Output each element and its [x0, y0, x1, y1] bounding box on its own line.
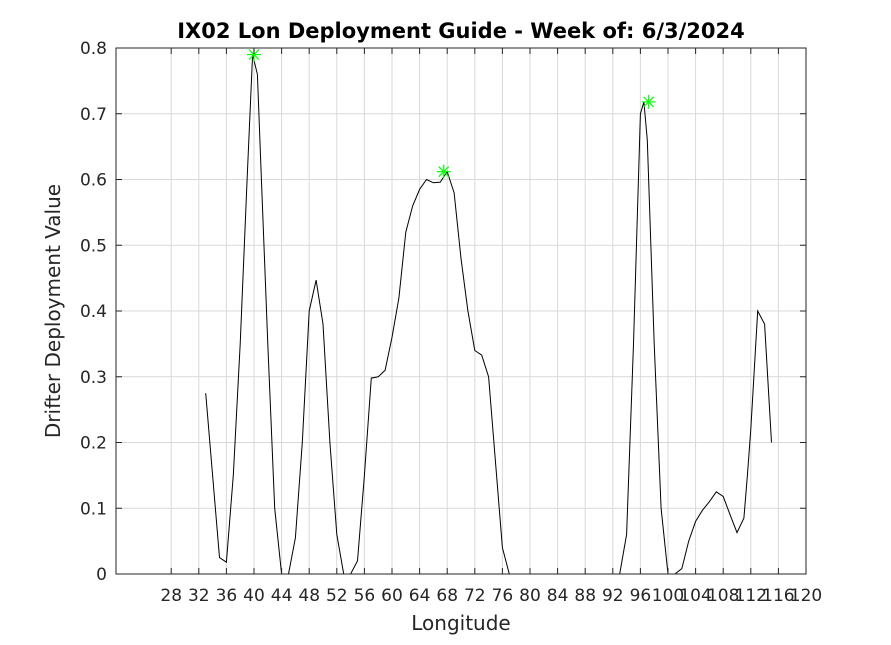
series-line: [205, 54, 772, 575]
x-tick-label: 116: [762, 586, 794, 606]
x-tick-label: 84: [547, 586, 569, 606]
x-tick-label: 92: [602, 586, 624, 606]
series-layer: [205, 54, 772, 575]
x-tick-label: 80: [519, 586, 541, 606]
y-tick-label: 0.4: [80, 302, 107, 322]
axis-ticks: 28 32 36 40 44 48 52 56 60 64 68 72 76 80 84 88 92 96 1001…: [80, 39, 822, 606]
x-tick-label: 108: [707, 586, 739, 606]
x-tick-label: 96: [630, 586, 652, 606]
x-tick-label: 32: [188, 586, 210, 606]
x-tick-label: 40: [243, 586, 265, 606]
x-tick-label: 64: [409, 586, 431, 606]
y-tick-label: 0.6: [80, 171, 107, 191]
x-tick-label: 52: [326, 586, 348, 606]
y-tick-label: 0.8: [80, 39, 107, 59]
x-tick-label: 120: [790, 586, 822, 606]
x-axis-label: Longitude: [411, 611, 510, 635]
y-tick-label: 0.2: [80, 434, 107, 454]
x-tick-label: 72: [464, 586, 486, 606]
x-tick-label: 56: [354, 586, 376, 606]
peak-marker: [641, 94, 656, 109]
chart-title: IX02 Lon Deployment Guide - Week of: 6/3…: [177, 19, 745, 43]
x-tick-label: 44: [271, 586, 293, 606]
x-tick-label: 104: [679, 586, 711, 606]
x-tick-label: 112: [735, 586, 767, 606]
y-tick-label: 0: [96, 565, 107, 585]
peak-marker: [436, 164, 451, 179]
y-tick-label: 0.3: [80, 368, 107, 388]
x-tick-label: 68: [436, 586, 458, 606]
y-tick-label: 0.7: [80, 105, 107, 125]
x-tick-label: 28: [160, 586, 182, 606]
x-tick-label: 60: [381, 586, 403, 606]
x-tick-label: 48: [298, 586, 320, 606]
x-tick-label: 100: [652, 586, 684, 606]
x-tick-label: 36: [216, 586, 238, 606]
y-axis-label: Drifter Deployment Value: [41, 184, 65, 438]
x-tick-label: 76: [492, 586, 514, 606]
y-tick-label: 0.5: [80, 236, 107, 256]
y-tick-label: 0.1: [80, 499, 107, 519]
x-tick-label: 88: [574, 586, 596, 606]
